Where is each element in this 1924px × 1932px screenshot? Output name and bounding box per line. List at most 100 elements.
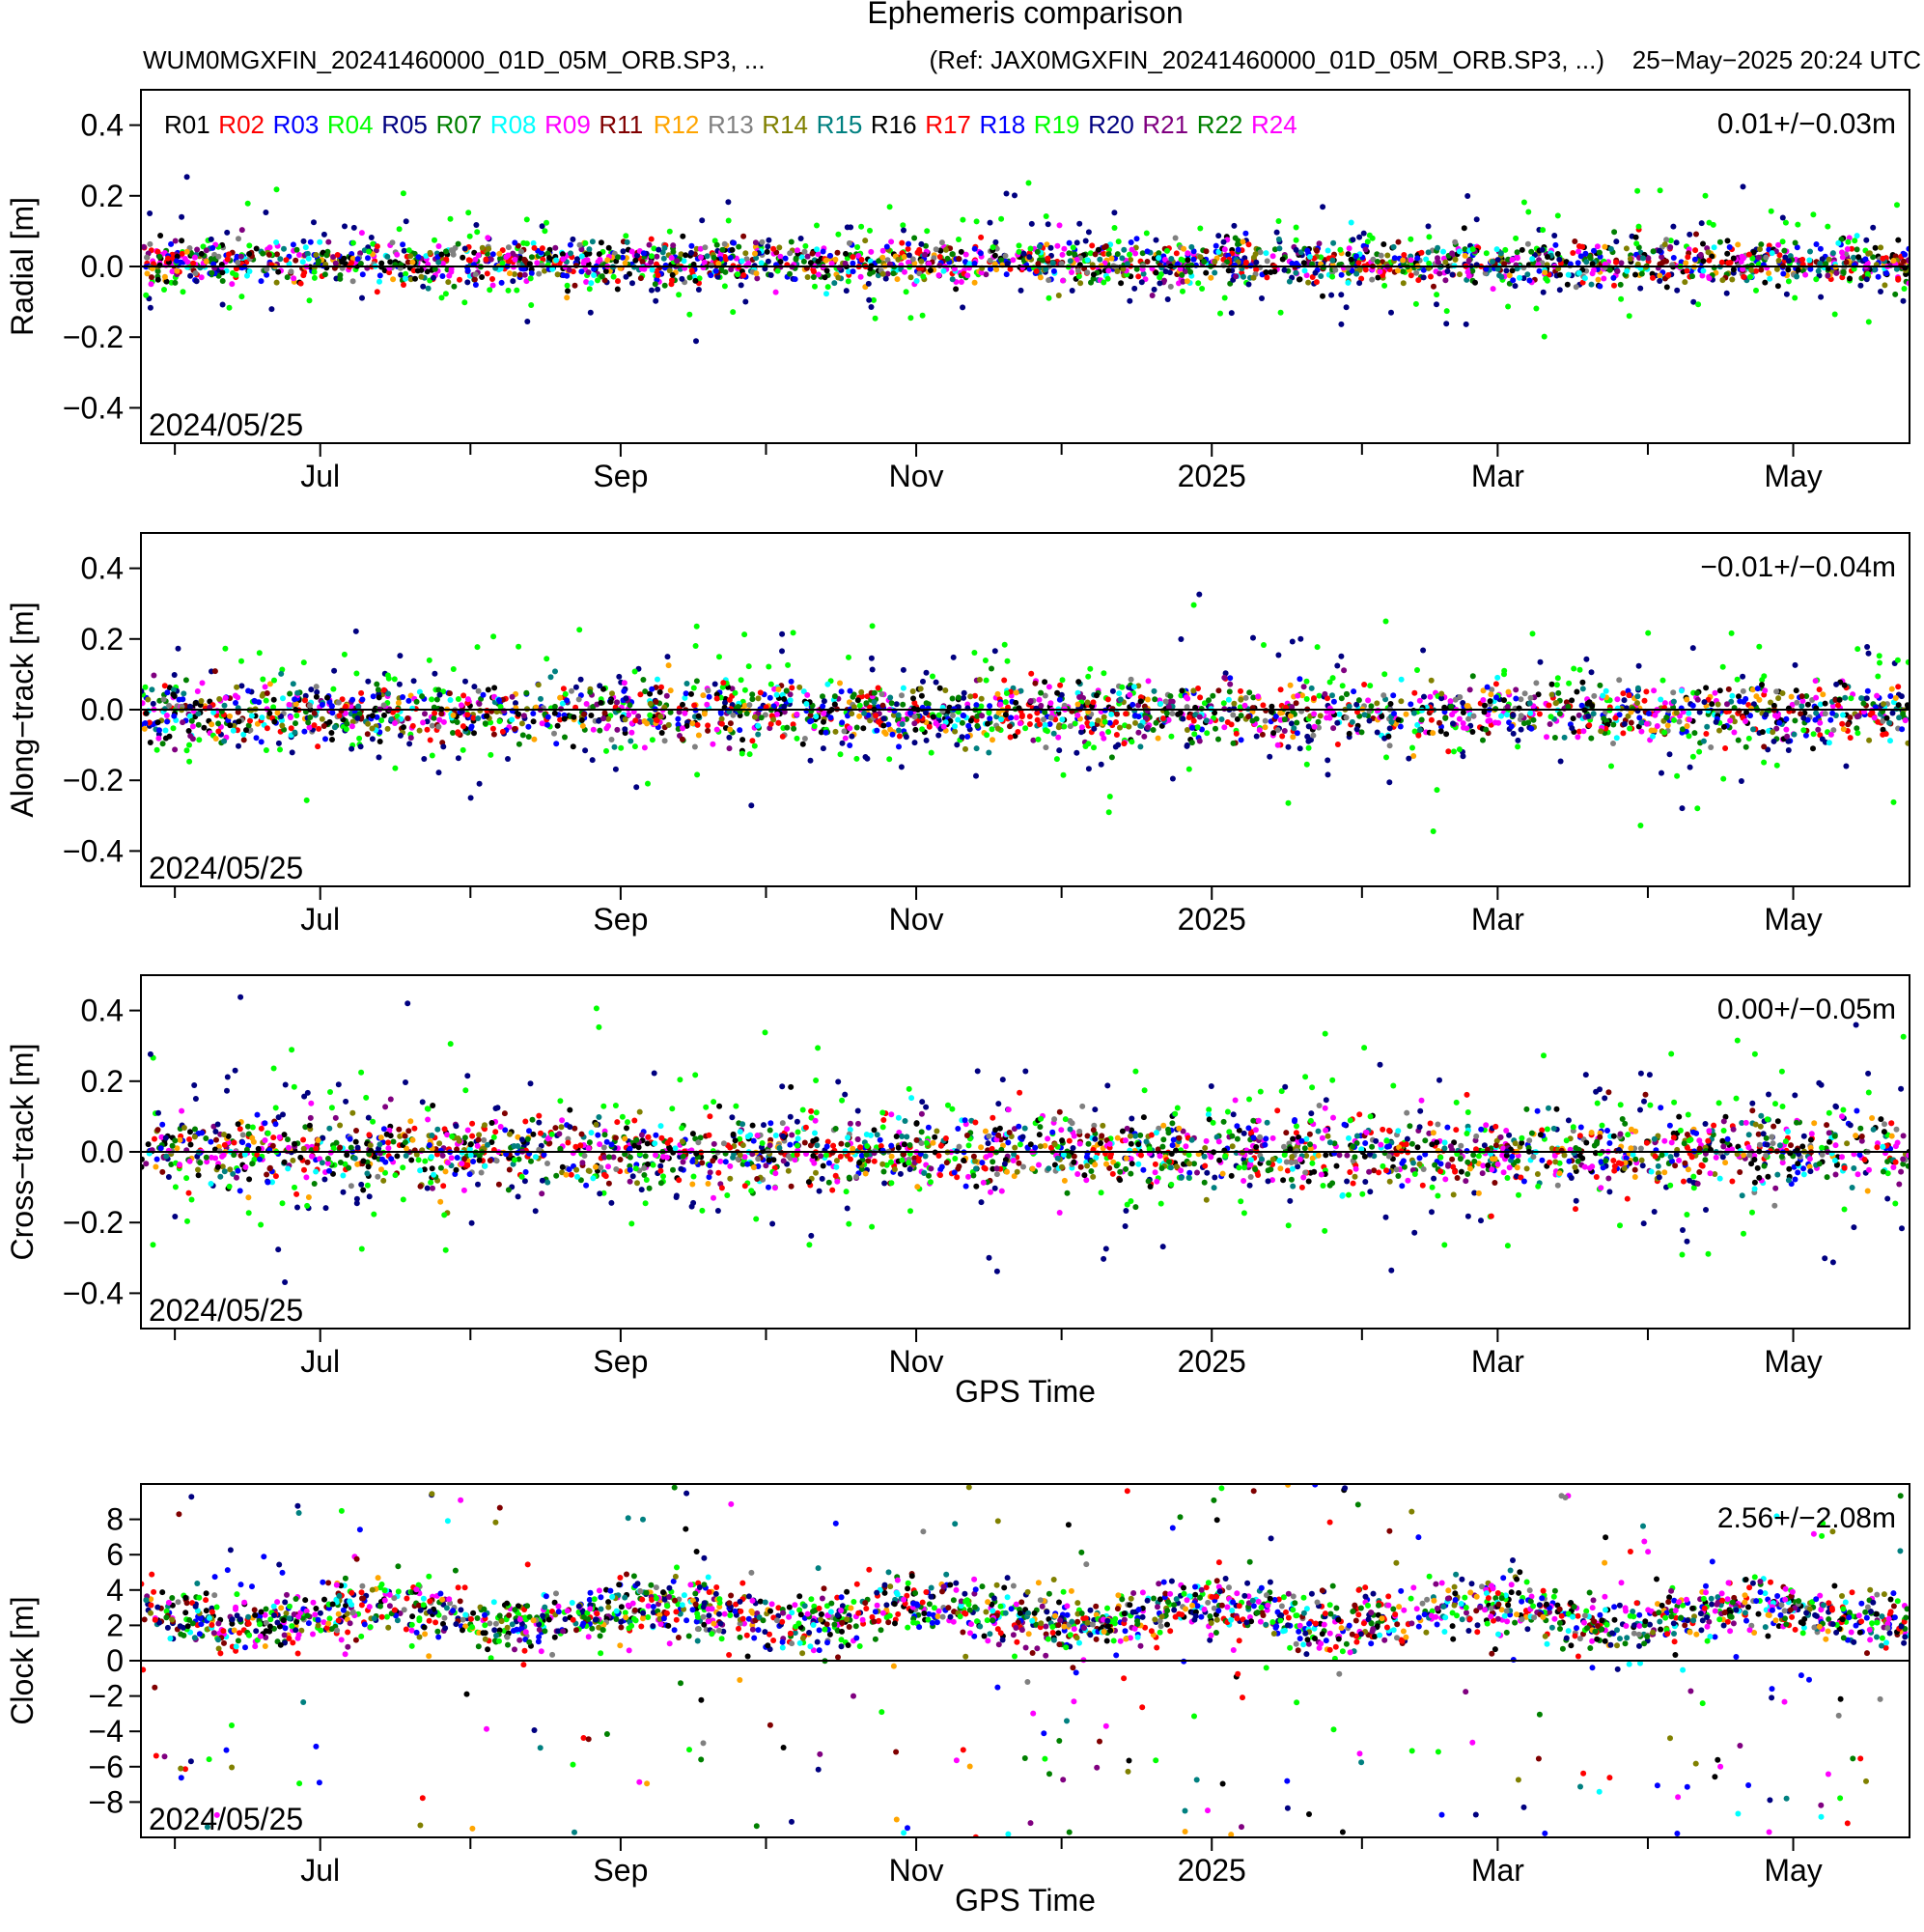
data-point [1761, 673, 1768, 680]
data-point [293, 257, 299, 264]
data-point [1817, 719, 1824, 726]
data-point [694, 721, 701, 728]
data-point [755, 695, 762, 702]
date-stamp-label: 2024/05/25 [149, 407, 303, 442]
data-point [918, 692, 925, 699]
data-point [161, 287, 167, 293]
data-point [307, 714, 314, 720]
data-point [971, 650, 978, 656]
data-point [1076, 694, 1083, 700]
data-point [1345, 279, 1352, 286]
data-point [802, 242, 809, 249]
data-point [1105, 267, 1112, 274]
data-point [623, 233, 629, 239]
data-point [1449, 250, 1456, 257]
data-point [424, 726, 431, 733]
data-point [1595, 276, 1602, 283]
data-point [1195, 280, 1202, 287]
data-point [1378, 252, 1384, 259]
data-point [1382, 618, 1389, 625]
data-point [1289, 704, 1296, 711]
data-point [1520, 199, 1527, 206]
data-point [400, 694, 406, 700]
data-point [1740, 687, 1746, 694]
data-point [1514, 254, 1520, 261]
data-point [1706, 257, 1713, 264]
data-point [215, 253, 222, 260]
data-point [1557, 271, 1563, 278]
data-point [1184, 278, 1190, 285]
data-point [812, 283, 818, 290]
data-point [584, 257, 591, 264]
data-point [1425, 249, 1432, 256]
data-point [1450, 720, 1456, 727]
data-point [442, 291, 449, 297]
data-point [991, 648, 998, 655]
data-point [912, 726, 919, 733]
data-point [387, 259, 394, 266]
data-point [875, 704, 881, 711]
data-point [690, 685, 697, 691]
data-point [455, 696, 461, 702]
data-point [1753, 287, 1759, 294]
data-point [1711, 244, 1717, 251]
data-point [354, 714, 361, 721]
data-point [1365, 697, 1372, 704]
data-point [1369, 276, 1376, 283]
data-point [1262, 717, 1269, 724]
data-point [1524, 240, 1531, 247]
data-point [1179, 687, 1185, 694]
data-point [1034, 248, 1041, 255]
data-point [1769, 250, 1775, 257]
data-point [1690, 298, 1697, 305]
data-point [666, 228, 673, 235]
data-point [244, 200, 251, 207]
data-point [1406, 755, 1412, 762]
data-point [376, 739, 383, 744]
data-point [589, 757, 596, 764]
data-point [1343, 304, 1350, 311]
data-point [916, 246, 923, 253]
data-point [1552, 700, 1559, 707]
data-point [1863, 276, 1870, 283]
data-point [982, 658, 989, 663]
data-point [1303, 678, 1310, 685]
data-point [1191, 731, 1198, 738]
data-point [794, 711, 800, 717]
data-point [1245, 281, 1252, 288]
data-point [1130, 684, 1137, 690]
legend-entry: R24 [1251, 110, 1297, 139]
data-point [961, 694, 967, 701]
data-point [1563, 699, 1570, 706]
data-point [876, 258, 882, 265]
data-point [357, 743, 364, 750]
data-point [458, 702, 464, 709]
data-point [1610, 274, 1617, 281]
data-point [818, 729, 824, 736]
data-point [443, 256, 450, 263]
data-point [1137, 698, 1144, 705]
data-point [1576, 666, 1583, 673]
data-point [274, 710, 281, 716]
data-point [1695, 301, 1702, 308]
data-point [233, 700, 238, 706]
data-point [1129, 246, 1135, 253]
data-point [1804, 701, 1811, 708]
data-point [1661, 729, 1668, 736]
data-point [518, 720, 525, 727]
data-point [669, 271, 676, 278]
data-point [385, 675, 392, 682]
data-point [1625, 687, 1631, 694]
data-point [1863, 237, 1870, 243]
data-point [436, 691, 443, 698]
data-point [1703, 685, 1710, 691]
data-point [1709, 701, 1715, 708]
data-point [837, 680, 843, 686]
data-point [1126, 723, 1132, 730]
data-point [740, 233, 747, 239]
data-point [1843, 259, 1850, 266]
data-point [1490, 259, 1495, 265]
data-point [512, 256, 518, 263]
data-point [1854, 646, 1861, 653]
data-point [1072, 720, 1078, 727]
